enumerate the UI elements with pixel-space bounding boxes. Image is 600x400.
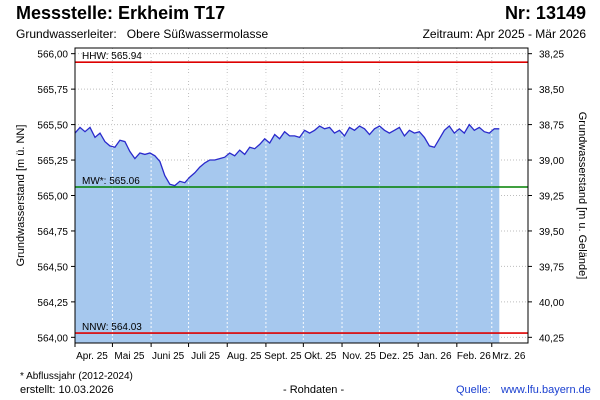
ref-label-hhw: HHW: 565.94 [82, 51, 142, 62]
time-period: Zeitraum: Apr 2025 - Mär 2026 [422, 27, 586, 41]
right-tick-label: 38,50 [539, 85, 564, 96]
left-tick-label: 565,75 [37, 85, 68, 96]
x-tick-label: Sept. 25 [264, 351, 302, 362]
left-tick-label: 564,50 [37, 262, 68, 273]
right-tick-label: 39,25 [539, 192, 564, 203]
x-tick-label: Juni 25 [152, 351, 185, 362]
axes: 566,00 565,75 565,50 565,25 565,00 564,75 564,… [15, 47, 588, 362]
station-number: Nr: 13149 [504, 3, 586, 23]
x-tick-label: Mrz. 26 [492, 351, 526, 362]
left-tick-label: 564,00 [37, 333, 68, 344]
x-tick-label: Aug. 25 [227, 351, 262, 362]
right-axis-title: Grundwasserstand [m u. Gelände] [576, 112, 588, 280]
x-tick-label: Apr. 25 [76, 351, 108, 362]
aquifer-label: Grundwasserleiter: [16, 27, 117, 41]
station-title: Messstelle: Erkheim T17 [16, 3, 226, 23]
aquifer-value: Obere Süßwassermolasse [126, 27, 269, 41]
x-tick-label: Jan. 26 [419, 351, 452, 362]
left-tick-label: 566,00 [37, 50, 68, 61]
x-tick-label: Nov. 25 [342, 351, 376, 362]
left-tick-label: 565,00 [37, 192, 68, 203]
left-axis-title: Grundwasserstand [m ü. NN] [15, 125, 27, 267]
x-tick-label: Dez. 25 [379, 351, 414, 362]
right-tick-label: 40,25 [539, 333, 564, 344]
left-tick-label: 564,75 [37, 227, 68, 238]
aquifer-info: Grundwasserleiter: Obere Süßwassermolass… [16, 27, 268, 41]
right-tick-label: 39,00 [539, 156, 564, 167]
left-tick-label: 565,25 [37, 156, 68, 167]
source-label: Quelle: [456, 384, 491, 396]
source-link[interactable]: www.lfu.bayern.de [501, 384, 591, 396]
left-tick-label: 564,25 [37, 298, 68, 309]
raw-data-note: - Rohdaten - [283, 384, 345, 396]
right-tick-label: 38,75 [539, 121, 564, 132]
right-tick-label: 39,75 [539, 262, 564, 273]
water-level-area [75, 124, 500, 343]
x-tick-label: Feb. 26 [457, 351, 491, 362]
area-layer [74, 50, 500, 343]
ref-label-mw: MW*: 565.06 [82, 176, 140, 187]
reference-lines: HHW: 565.94 MW*: 565.06 NNW: 564.03 [75, 51, 528, 334]
water-level-line [74, 123, 500, 187]
x-tick-label: Mai 25 [114, 351, 144, 362]
right-tick-label: 38,25 [539, 50, 564, 61]
created-date: erstellt: 10.03.2026 [20, 384, 114, 396]
left-tick-label: 565,50 [37, 121, 68, 132]
right-tick-label: 39,50 [539, 227, 564, 238]
ref-label-nnw: NNW: 564.03 [82, 322, 142, 333]
footnote: * Abflussjahr (2012-2024) [20, 371, 133, 382]
x-tick-label: Okt. 25 [304, 351, 337, 362]
x-tick-label: Juli 25 [191, 351, 220, 362]
right-tick-label: 40,00 [539, 298, 564, 309]
